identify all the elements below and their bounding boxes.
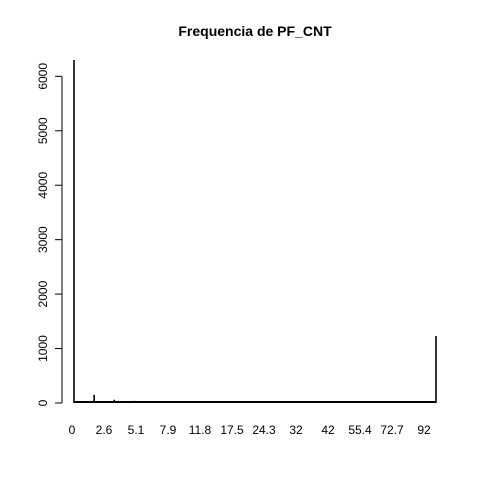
x-tick-label: 24.3 — [252, 423, 276, 437]
x-tick-label: 32 — [289, 423, 303, 437]
x-tick-label: 5.1 — [128, 423, 145, 437]
x-tick-label: 17.5 — [220, 423, 244, 437]
y-axis: 0 1000 2000 3000 4000 5000 6000 — [36, 63, 63, 406]
x-tick-label: 2.6 — [96, 423, 113, 437]
y-tick-label: 0 — [36, 399, 50, 406]
x-tick-label: 0 — [69, 423, 76, 437]
bars — [73, 60, 437, 403]
x-tick-label: 11.8 — [189, 423, 212, 437]
y-tick-label: 4000 — [36, 172, 50, 199]
y-tick-label: 1000 — [36, 335, 50, 362]
y-tick-label: 2000 — [36, 280, 50, 307]
x-tick-label: 72.7 — [380, 423, 404, 437]
x-tick-label: 7.9 — [160, 423, 177, 437]
x-tick-label: 55.4 — [348, 423, 372, 437]
x-axis-tick-labels: 0 2.6 5.1 7.9 11.8 17.5 24.3 32 42 55.4 72.7 92 — [69, 423, 431, 437]
y-tick-label: 5000 — [36, 117, 50, 144]
y-tick-label: 6000 — [36, 63, 50, 90]
x-tick-label: 92 — [417, 423, 431, 437]
bar-baseline-band — [74, 401, 436, 403]
y-tick-label: 3000 — [36, 226, 50, 253]
chart-title: Frequencia de PF_CNT — [178, 23, 332, 39]
x-tick-label: 42 — [321, 423, 335, 437]
